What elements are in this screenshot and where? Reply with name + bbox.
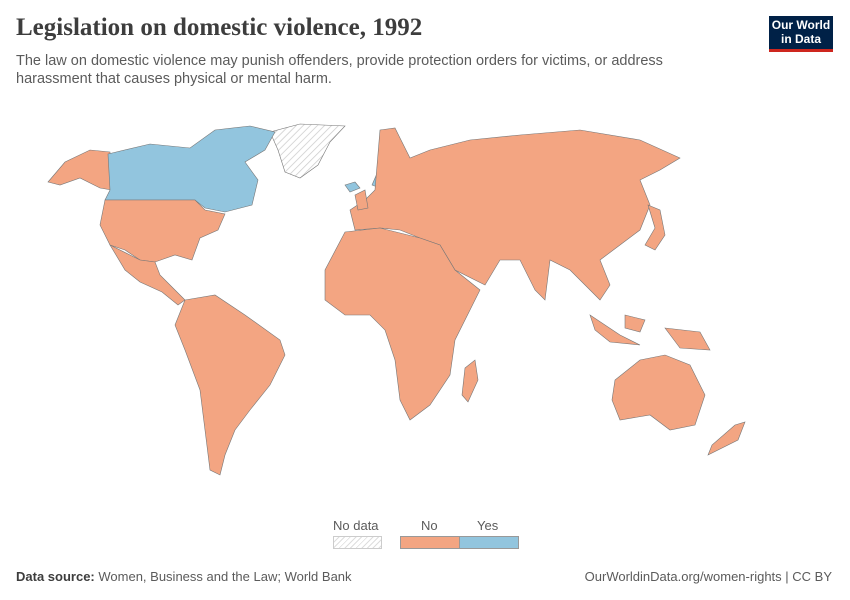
country-eurasia[interactable] (349, 127, 681, 301)
source-label: Data source: (16, 569, 95, 584)
source-text: Women, Business and the Law; World Bank (98, 569, 352, 584)
source-url-link[interactable]: OurWorldinData.org/women-rights | CC BY (584, 569, 832, 584)
legend-swatch-yes[interactable] (459, 536, 519, 549)
owid-logo[interactable]: Our World in Data (769, 16, 833, 52)
world-map (47, 123, 746, 476)
logo-line2: in Data (780, 32, 821, 46)
country-iceland[interactable] (344, 181, 361, 193)
data-source: Data source: Women, Business and the Law… (16, 569, 352, 584)
country-japan[interactable] (644, 204, 666, 251)
country-australia[interactable] (611, 354, 706, 431)
chart-subtitle: The law on domestic violence may punish … (16, 53, 663, 87)
country-uk[interactable] (354, 189, 369, 211)
country-canada[interactable] (104, 125, 276, 213)
legend-swatch-no-data[interactable] (333, 536, 382, 549)
legend-label-no-data: No data (333, 518, 379, 533)
country-new-zealand[interactable] (707, 421, 746, 456)
legend-label-no: No (421, 518, 438, 533)
country-greenland[interactable] (269, 123, 346, 179)
country-usa[interactable] (99, 199, 226, 263)
country-indonesia[interactable] (589, 314, 711, 351)
legend-label-yes: Yes (477, 518, 499, 533)
map-legend: No data No Yes (320, 516, 540, 556)
country-madagascar[interactable] (461, 359, 479, 403)
logo-line1: Our World (771, 18, 831, 32)
country-south-america[interactable] (174, 294, 286, 476)
chart-title: Legislation on domestic violence, 1992 (16, 14, 423, 41)
country-alaska[interactable] (47, 149, 113, 191)
country-africa[interactable] (324, 227, 481, 421)
legend-swatch-no[interactable] (400, 536, 460, 549)
